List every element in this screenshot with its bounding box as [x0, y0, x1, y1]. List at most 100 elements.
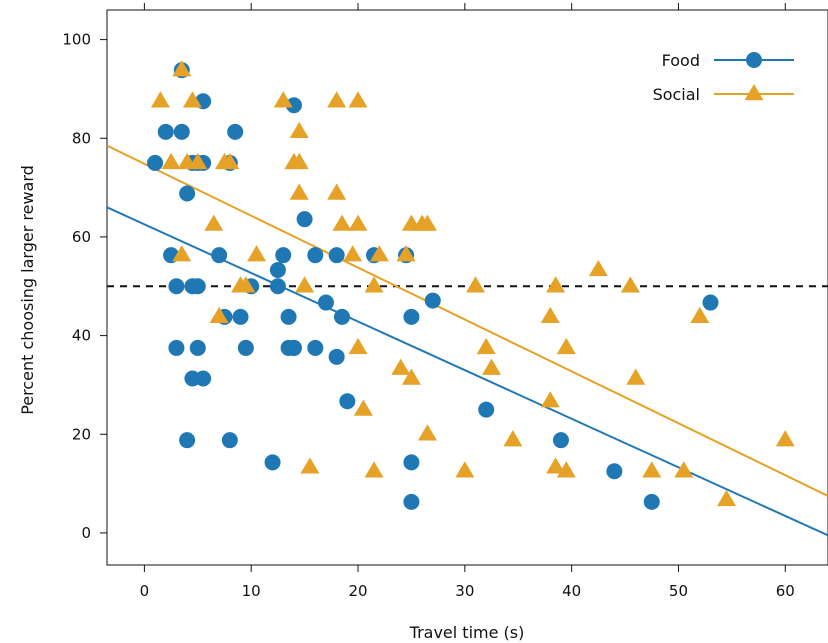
social-fit-line: [107, 144, 828, 497]
food-point: [147, 154, 164, 171]
food-point: [403, 493, 420, 510]
y-axis: 0 20 40 60 80 100: [62, 31, 107, 542]
social-point: [476, 337, 496, 355]
food-point: [285, 97, 302, 114]
social-point: [391, 358, 411, 375]
food-point: [189, 278, 206, 295]
food-point: [269, 261, 286, 278]
social-point: [348, 91, 368, 108]
social-point: [188, 152, 208, 170]
y-axis-title: Percent choosing larger reward: [18, 165, 37, 415]
food-point: [478, 401, 495, 418]
social-point: [289, 152, 309, 170]
food-point: [179, 185, 196, 202]
social-point: [364, 276, 384, 293]
food-point: [328, 348, 345, 365]
y-tick-label: 40: [72, 327, 91, 345]
social-point: [289, 183, 309, 200]
legend-label-social: Social: [653, 85, 700, 104]
social-point: [327, 91, 347, 108]
food-point: [232, 308, 249, 325]
y-tick-label: 60: [72, 228, 91, 246]
social-point: [546, 276, 566, 293]
food-point: [275, 247, 292, 264]
food-fit-line: [107, 206, 828, 537]
x-tick-label: 60: [776, 582, 795, 600]
food-point: [264, 454, 281, 471]
legend: Food Social: [653, 51, 794, 104]
food-point: [280, 308, 297, 325]
y-tick-label: 100: [62, 31, 91, 49]
social-point: [289, 121, 309, 139]
social-point: [466, 276, 486, 293]
food-point: [189, 339, 206, 356]
social-point: [642, 461, 662, 478]
food-point: [237, 339, 254, 356]
food-point: [173, 123, 190, 140]
food-point: [269, 278, 286, 295]
social-point: [556, 337, 576, 355]
social-point: [540, 306, 560, 324]
social-point: [273, 91, 293, 108]
social-point: [220, 152, 240, 170]
social-point: [348, 337, 368, 355]
plot-frame: [106, 9, 828, 566]
social-point: [364, 461, 384, 478]
social-point: [690, 306, 710, 324]
food-point: [179, 432, 196, 449]
social-point: [348, 214, 368, 231]
social-point: [209, 306, 229, 324]
food-point: [424, 292, 441, 309]
fit-lines: [107, 144, 828, 537]
social-point: [401, 368, 421, 385]
x-axis-title: Travel time (s): [409, 623, 525, 642]
social-point: [150, 91, 170, 108]
social-point: [717, 489, 737, 507]
social-point: [161, 152, 181, 170]
social-point: [353, 399, 373, 416]
social-point: [775, 430, 795, 447]
food-point: [307, 339, 324, 356]
x-tick-label: 40: [562, 582, 581, 600]
food-point: [285, 339, 302, 356]
social-point: [417, 424, 437, 441]
x-axis: 0 10 20 30 40 50 60: [140, 3, 795, 600]
food-point: [403, 454, 420, 471]
social-point: [417, 214, 437, 231]
social-point: [620, 276, 640, 293]
social-point: [369, 245, 389, 262]
x-tick-label: 20: [348, 582, 367, 600]
food-point: [168, 278, 185, 295]
social-point: [540, 391, 560, 408]
food-point: [403, 308, 420, 325]
legend-marker-food: [746, 52, 762, 68]
social-point: [327, 183, 347, 200]
food-point: [643, 493, 660, 510]
social-point: [503, 430, 523, 447]
social-point: [343, 245, 363, 262]
social-point: [588, 259, 608, 277]
social-point: [556, 461, 576, 478]
social-point: [236, 276, 256, 293]
social-point: [247, 245, 267, 262]
food-point: [211, 247, 228, 264]
legend-marker-social: [744, 84, 764, 101]
food-point: [606, 463, 623, 480]
food-point: [168, 339, 185, 356]
y-tick-label: 80: [72, 129, 91, 147]
social-point: [455, 461, 475, 478]
social-point: [626, 368, 646, 385]
social-point: [295, 276, 315, 293]
food-point: [296, 211, 313, 228]
x-tick-label: 0: [140, 582, 150, 600]
social-point: [172, 60, 192, 77]
x-tick-label: 10: [242, 582, 261, 600]
y-tick-label: 20: [72, 425, 91, 443]
food-point: [307, 247, 324, 264]
food-point: [339, 393, 356, 410]
food-point: [333, 308, 350, 325]
food-point: [552, 432, 569, 449]
food-point: [157, 123, 174, 140]
x-tick-label: 30: [455, 582, 474, 600]
